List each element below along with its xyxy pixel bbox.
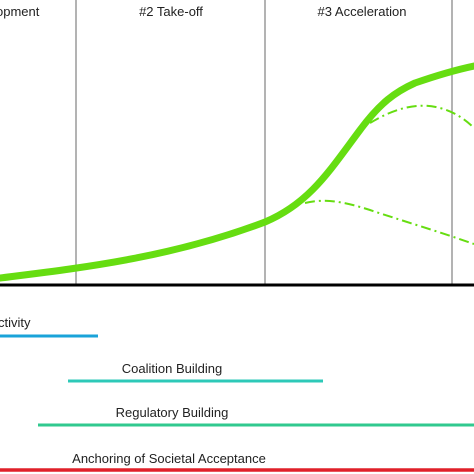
- phase-label-take-off: #2 Take-off: [139, 4, 203, 19]
- activity-label-coalition-building: Coalition Building: [122, 361, 222, 376]
- phase-label-development: opment: [0, 4, 40, 19]
- branch-curve-upper: [369, 104, 474, 129]
- phase-label-acceleration: #3 Acceleration: [318, 4, 407, 19]
- activity-label-activity: ctivity: [0, 315, 31, 330]
- transition-s-curve: [0, 62, 474, 282]
- activity-label-regulatory-building: Regulatory Building: [116, 405, 229, 420]
- branch-curve-lower: [304, 199, 474, 245]
- activity-label-societal-acceptance: Anchoring of Societal Acceptance: [72, 451, 266, 466]
